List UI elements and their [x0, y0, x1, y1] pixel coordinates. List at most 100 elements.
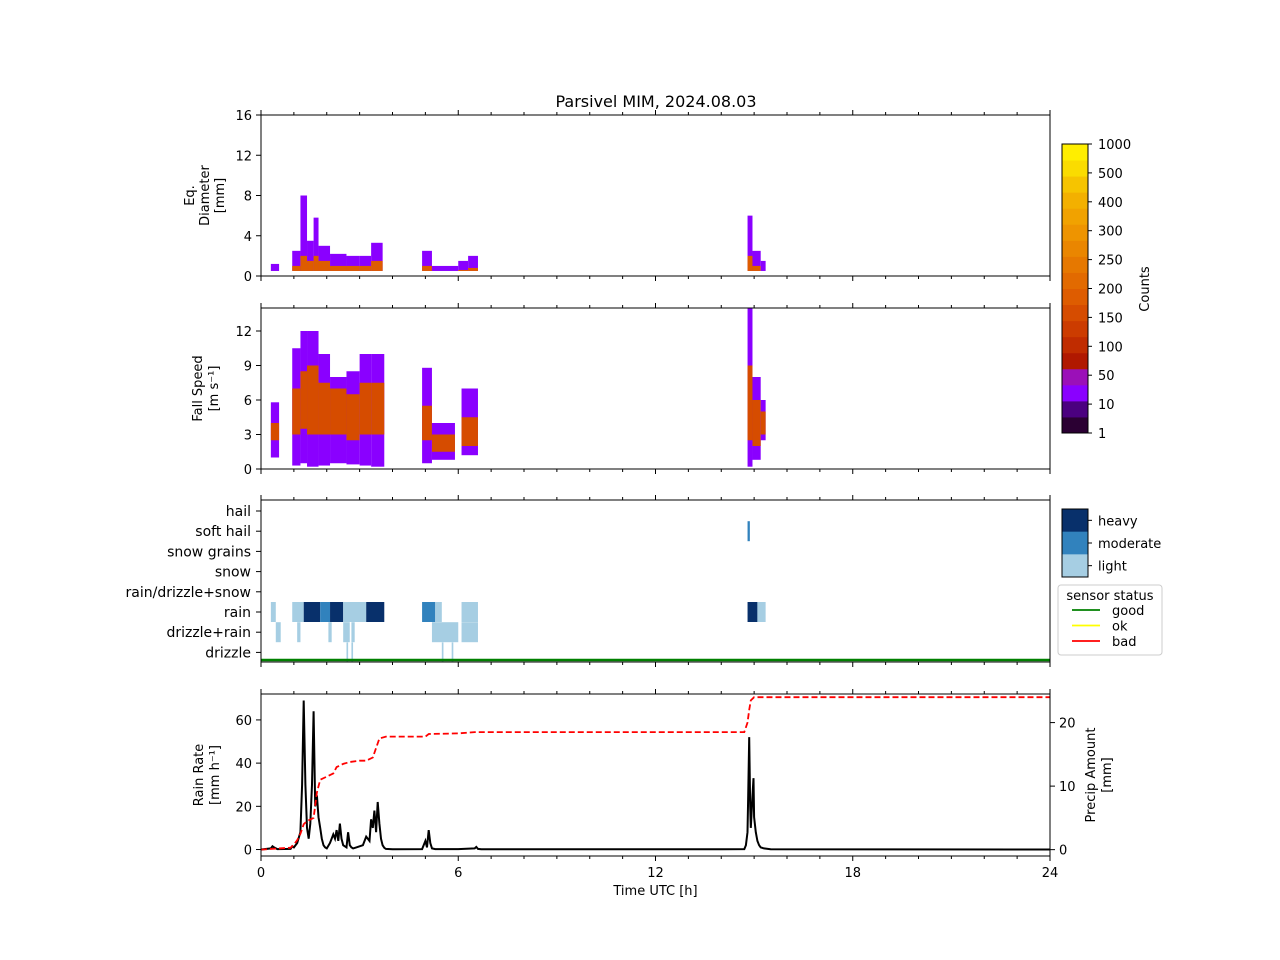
- x-axis-label: Time UTC [h]: [612, 884, 697, 899]
- type-cell: [461, 602, 478, 622]
- rain-y-tick-label: 60: [235, 714, 252, 729]
- status-legend-title: sensor status: [1066, 589, 1153, 604]
- type-label: snow: [215, 565, 251, 581]
- intensity-legend: heavy moderate light: [1061, 508, 1161, 578]
- fall-speed-panel: 0 3 6 9 12 Fall Speed[m s⁻¹]: [191, 303, 1051, 478]
- diameter-core-cell: [330, 265, 347, 271]
- type-cell: [343, 622, 350, 643]
- intensity-label: light: [1098, 560, 1127, 575]
- speed-core-cell: [461, 417, 478, 446]
- diameter-core-cell: [371, 260, 383, 271]
- type-label: hail: [226, 504, 251, 520]
- colorbar-swatch: [1062, 320, 1088, 338]
- speed-core-cell: [307, 365, 319, 435]
- colorbar-tick-label: 100: [1098, 340, 1123, 355]
- speed-core-cell: [292, 388, 301, 435]
- precip-y-tick-label: 0: [1059, 844, 1067, 859]
- colorbar-swatch: [1062, 160, 1088, 177]
- type-cell: [441, 642, 444, 663]
- speed-core-cell: [431, 434, 455, 452]
- type-cell: [343, 602, 367, 622]
- diameter-cell: [292, 250, 301, 271]
- intensity-swatch: [1062, 509, 1088, 533]
- status-legend-label: ok: [1112, 620, 1128, 635]
- type-label: snow grains: [167, 544, 251, 560]
- intensity-frame: [1061, 508, 1089, 578]
- precip-y-tick-label: 10: [1059, 780, 1076, 795]
- speed-core-cell: [300, 371, 308, 429]
- speed-core-cell: [270, 423, 280, 441]
- colorbar-tick-label: 1: [1098, 427, 1106, 442]
- colorbar-tick-label: 150: [1098, 311, 1123, 326]
- speed-y-tick-label: 0: [244, 463, 252, 478]
- type-cell: [422, 602, 436, 622]
- diameter-core-cell: [346, 265, 360, 271]
- type-cell: [431, 622, 459, 643]
- rain-y-tick-label: 40: [235, 757, 252, 772]
- figure-title: Parsivel MIM, 2024.08.03: [555, 92, 756, 111]
- diameter-y-tick-label: 8: [244, 190, 252, 205]
- colorbar-swatch: [1062, 240, 1088, 257]
- diameter-cell: [307, 240, 314, 271]
- colorbar-swatch: [1062, 400, 1088, 418]
- diameter-cell: [318, 245, 331, 271]
- diameter-core-cell: [313, 255, 319, 271]
- colorbar-swatch: [1062, 256, 1088, 273]
- speed-core-cell: [760, 411, 766, 435]
- speed-core-cell: [752, 400, 761, 446]
- speed-core-cell: [346, 394, 360, 441]
- type-cell: [330, 602, 344, 622]
- diameter-cell: [752, 250, 761, 271]
- diameter-core-cell: [747, 255, 753, 271]
- diameter-core-cell: [300, 255, 308, 271]
- colorbar-tick-label: 200: [1098, 283, 1123, 298]
- diameter-cell: [313, 217, 319, 271]
- type-cell: [275, 622, 281, 643]
- diameter-cell: [371, 242, 383, 271]
- intensity-label: moderate: [1098, 537, 1161, 552]
- diameter-cell: [468, 255, 478, 271]
- speed-core-cell: [330, 388, 347, 435]
- type-cell: [320, 602, 331, 622]
- colorbar-swatch: [1062, 176, 1088, 193]
- type-cell: [366, 602, 385, 622]
- diameter-y-tick-label: 16: [235, 109, 252, 124]
- type-cell: [346, 642, 349, 663]
- colorbar-swatch: [1062, 368, 1088, 386]
- x-tick-label: 6: [454, 866, 462, 881]
- type-cell: [435, 602, 442, 622]
- colorbar-tick-label: 500: [1098, 167, 1123, 182]
- type-cell: [451, 642, 454, 663]
- speed-y-tick-label: 6: [244, 394, 252, 409]
- x-tick-label: 0: [257, 866, 265, 881]
- status-legend-label: bad: [1112, 635, 1136, 650]
- diameter-cell: [458, 260, 469, 271]
- precip-amount-line: [260, 696, 1050, 851]
- type-cell: [461, 622, 478, 643]
- intensity-swatch: [1062, 531, 1088, 555]
- type-label: soft hail: [195, 524, 251, 540]
- type-label: rain/drizzle+snow: [126, 585, 251, 601]
- diameter-core-cell: [458, 269, 469, 271]
- colorbar-tick-label: 50: [1098, 369, 1115, 384]
- type-cell: [328, 622, 332, 643]
- speed-core-cell: [318, 382, 331, 435]
- diameter-core-cell: [318, 260, 331, 271]
- type-cell: [303, 602, 321, 622]
- speed-y-tick-label: 3: [244, 429, 252, 444]
- type-cell: [292, 602, 304, 622]
- colorbar-swatch: [1062, 192, 1088, 209]
- type-label: drizzle: [205, 645, 251, 661]
- rain-ylabel: Rain Rate[mm h⁻¹]: [192, 744, 223, 807]
- diameter-cell: [760, 260, 766, 271]
- type-cell: [270, 602, 276, 622]
- precip-ylabel: Precip Amount[mm]: [1084, 728, 1115, 823]
- type-cell: [297, 622, 301, 643]
- speed-ylabel: Fall Speed[m s⁻¹]: [191, 355, 222, 421]
- diameter-cell: [431, 265, 459, 271]
- intensity-swatch: [1062, 554, 1088, 578]
- type-cell: [757, 602, 766, 622]
